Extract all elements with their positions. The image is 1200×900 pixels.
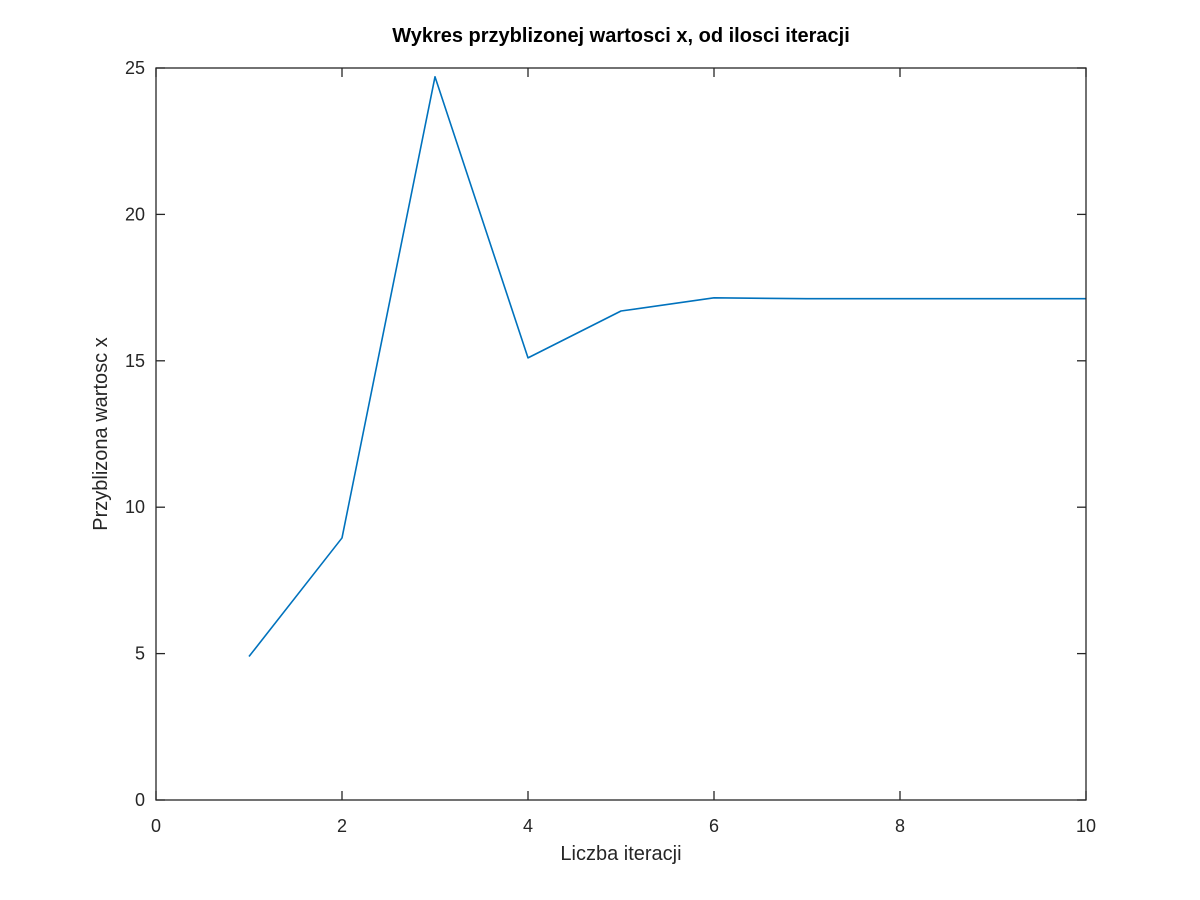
x-tick-label: 8 [895, 816, 905, 836]
x-axis-label: Liczba iteracji [560, 843, 681, 865]
plot-area [156, 68, 1086, 800]
y-tick-label: 0 [135, 790, 145, 810]
y-tick-label: 10 [125, 497, 145, 517]
y-tick-label: 25 [125, 58, 145, 78]
x-tick-label: 0 [151, 816, 161, 836]
x-tick-label: 4 [523, 816, 533, 836]
x-tick-label: 2 [337, 816, 347, 836]
axes-box [155, 67, 1087, 801]
y-tick-label: 5 [135, 644, 145, 664]
series-line-1 [248, 75, 1086, 658]
y-tick-label: 15 [125, 351, 145, 371]
x-tick-label: 6 [709, 816, 719, 836]
x-tick-label: 10 [1076, 816, 1096, 836]
y-axis-label: Przyblizona wartosc x [90, 337, 112, 530]
axes-layer: 0 2 4 6 8 10 0 5 10 15 20 25 [125, 58, 1096, 836]
series-layer [248, 75, 1086, 658]
y-tick-label: 20 [125, 204, 145, 224]
chart-title: Wykres przyblizonej wartosci x, od ilosc… [392, 25, 850, 47]
